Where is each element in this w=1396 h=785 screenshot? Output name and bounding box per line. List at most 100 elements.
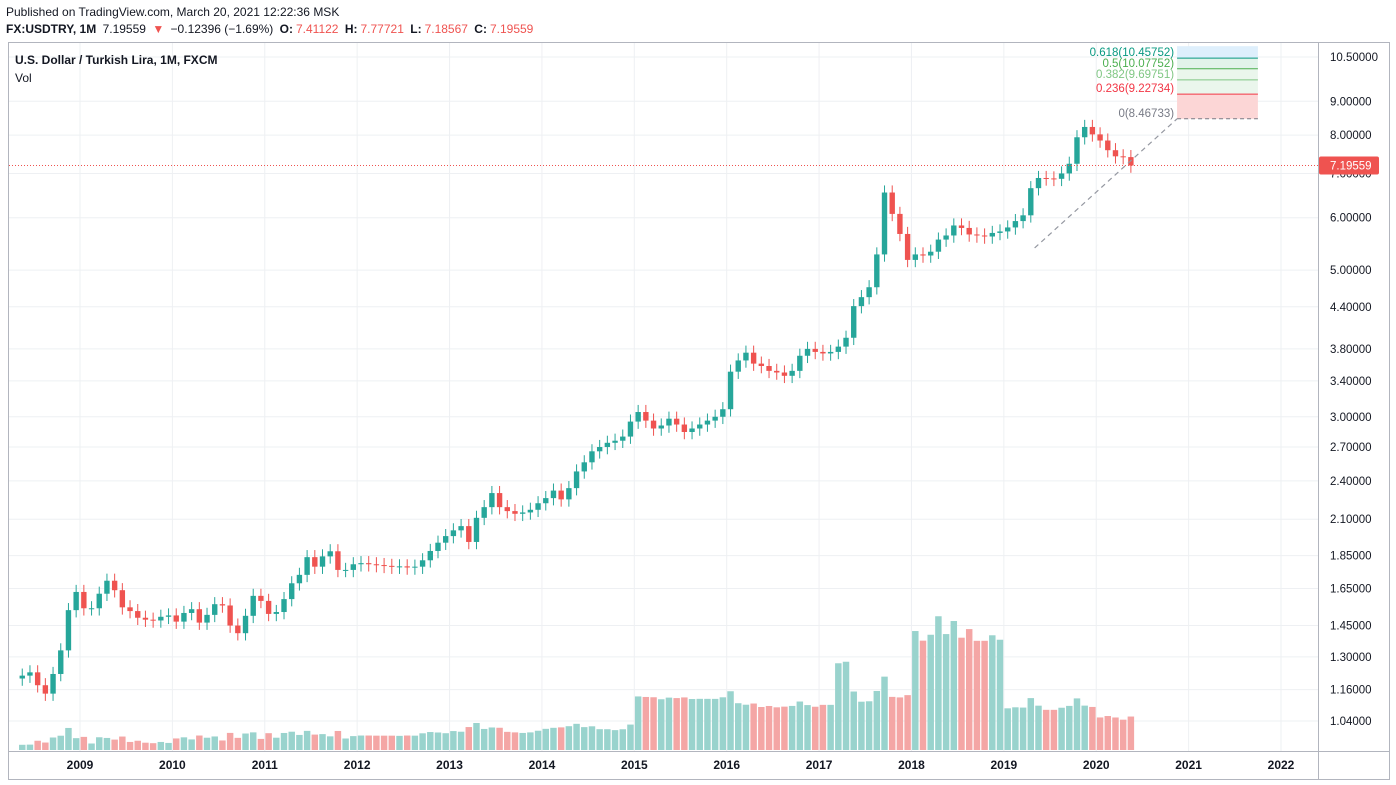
candle-body <box>250 595 256 616</box>
candle-body <box>535 503 541 510</box>
volume-bar <box>735 703 742 750</box>
volume-bar <box>773 707 780 750</box>
down-arrow-icon: ▼ <box>152 22 165 36</box>
volume-bar <box>1089 706 1096 750</box>
price-tick-label: 2.10000 <box>1330 514 1372 526</box>
candle-body <box>235 625 241 634</box>
candle-body <box>643 412 649 421</box>
fib-level-label: 0.236(9.22734) <box>1096 83 1174 95</box>
volume-bar <box>827 704 834 750</box>
volume-bar <box>480 728 488 750</box>
candle-body <box>774 370 780 373</box>
candle-body <box>558 490 564 500</box>
volume-bar <box>119 736 126 750</box>
price-tick-label: 8.00000 <box>1330 130 1372 142</box>
volume-bar <box>981 640 988 750</box>
candle-body <box>181 612 187 622</box>
candle-body <box>673 418 680 425</box>
close-label: C: <box>474 22 487 36</box>
volume-bar <box>357 735 365 750</box>
candle-body <box>689 428 695 433</box>
candle-body <box>319 556 326 567</box>
volume-bar <box>796 701 804 750</box>
grid-lines <box>9 43 1318 751</box>
candle-body <box>489 493 495 508</box>
candle-body <box>242 615 249 634</box>
candle-body <box>466 526 472 542</box>
candle-body <box>342 569 349 571</box>
candle-body <box>720 409 726 417</box>
chart-legend: U.S. Dollar / Turkish Lira, 1M, FXCM Vol <box>15 53 217 89</box>
volume-bar <box>865 701 873 750</box>
volume-bar <box>288 731 295 750</box>
low-label: L: <box>410 22 422 36</box>
candle-body <box>296 574 303 584</box>
volume-bar <box>34 740 41 750</box>
candle-body <box>427 550 433 561</box>
candle-body <box>958 225 965 228</box>
candle-body <box>450 530 457 537</box>
volume-bar <box>965 629 973 750</box>
candle-body <box>165 615 172 617</box>
volume-bar <box>742 704 750 750</box>
price-tick-label: 6.00000 <box>1330 213 1372 225</box>
candle-body <box>804 348 811 356</box>
price-axis[interactable]: 10.500009.000008.000007.000006.000005.00… <box>1330 52 1378 728</box>
candle-body <box>789 370 795 376</box>
price-tick-label: 9.00000 <box>1330 96 1372 108</box>
candle-body <box>1120 156 1126 158</box>
candle-body <box>204 614 210 623</box>
volume-bar <box>1019 707 1027 750</box>
time-tick-label: 2014 <box>529 758 556 772</box>
volume-bar <box>950 621 958 750</box>
volume-bar <box>1096 717 1104 750</box>
symbol-label: FX:USDTRY, 1M <box>6 22 97 36</box>
candle-body <box>150 619 156 621</box>
candle-body <box>1081 126 1088 138</box>
time-axis[interactable]: 2009 2010 2011 2012 2013 2014 2015 2016 2017 2018… <box>67 758 1295 772</box>
volume-bar <box>973 640 981 750</box>
candle-body <box>81 591 87 609</box>
candle-body <box>920 254 926 256</box>
volume-bar <box>388 735 396 750</box>
volume-bar <box>658 699 665 750</box>
price-tick-label: 1.85000 <box>1330 551 1372 563</box>
volume-bar <box>811 706 819 750</box>
volume-bar <box>696 698 703 750</box>
candle-body <box>327 551 333 557</box>
last-price: 7.19559 <box>102 22 146 36</box>
volume-bar <box>488 727 496 750</box>
volume-bar <box>265 733 272 750</box>
candle-body <box>635 412 641 422</box>
volume-bar <box>419 733 426 750</box>
candle-body <box>419 560 426 567</box>
volume-bar <box>819 704 827 750</box>
candle-body <box>743 352 749 361</box>
price-tick-label: 10.50000 <box>1330 52 1378 64</box>
volume-bar <box>719 697 727 750</box>
fib-level-label: 0(8.46733) <box>1118 108 1174 120</box>
candle-body <box>1097 134 1103 141</box>
volume-bar <box>1012 707 1019 750</box>
close-value: 7.19559 <box>489 22 534 36</box>
candle-body <box>527 509 534 513</box>
candle-body <box>1012 221 1019 228</box>
volume-bar <box>873 690 881 750</box>
volume-bar <box>280 732 288 750</box>
volume-bar <box>26 744 34 750</box>
candle-body <box>1066 163 1072 174</box>
candle-body <box>681 424 688 433</box>
candle-body <box>481 507 487 518</box>
candle-body <box>19 675 25 679</box>
volume-bar <box>134 740 141 750</box>
candle-body <box>1005 227 1011 232</box>
candle-body <box>1089 126 1096 135</box>
candle-body <box>889 192 895 214</box>
candle-body <box>874 254 880 288</box>
fib-band <box>1177 94 1258 119</box>
price-tick-label: 1.65000 <box>1330 583 1372 595</box>
volume-bar <box>380 735 388 750</box>
volume-bar <box>550 727 557 750</box>
volume-bar <box>165 742 172 750</box>
